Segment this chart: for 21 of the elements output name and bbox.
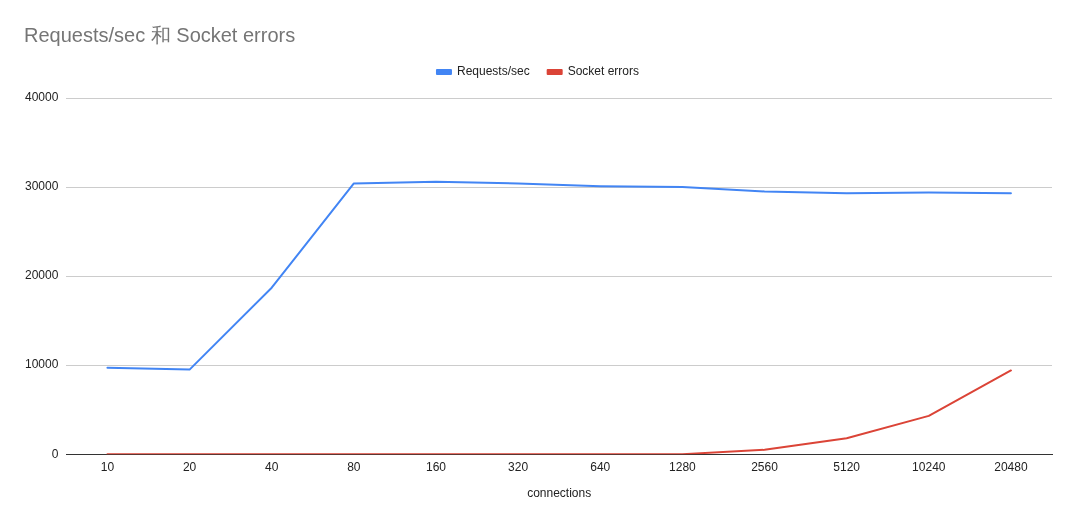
- x-tick-label: 640: [590, 459, 611, 474]
- legend-label: Socket errors: [567, 64, 640, 79]
- y-tick-label: 30000: [24, 179, 59, 194]
- x-tick-label: 20480: [994, 459, 1028, 474]
- x-tick-label: 10240: [912, 459, 946, 474]
- x-tick-label: 5120: [833, 459, 861, 474]
- y-tick-label: 10000: [24, 357, 59, 372]
- y-tick-label: 40000: [24, 90, 59, 105]
- y-tick-label: 0: [51, 446, 59, 461]
- x-tick-label: 10: [100, 459, 115, 474]
- x-axis-title: connections: [527, 486, 592, 501]
- x-tick-label: 40: [265, 459, 279, 474]
- legend-label: Requests/sec: [456, 64, 530, 79]
- x-tick-label: 80: [347, 459, 361, 474]
- y-tick-label: 20000: [24, 268, 59, 283]
- x-tick-label: 320: [508, 459, 529, 474]
- x-tick-label: 2560: [751, 459, 779, 474]
- x-tick-label: 1280: [669, 459, 697, 474]
- x-tick-label: 20: [182, 459, 197, 474]
- chart-title: Requests/sec 和 Socket errors: [24, 23, 296, 46]
- x-tick-label: 160: [425, 459, 447, 474]
